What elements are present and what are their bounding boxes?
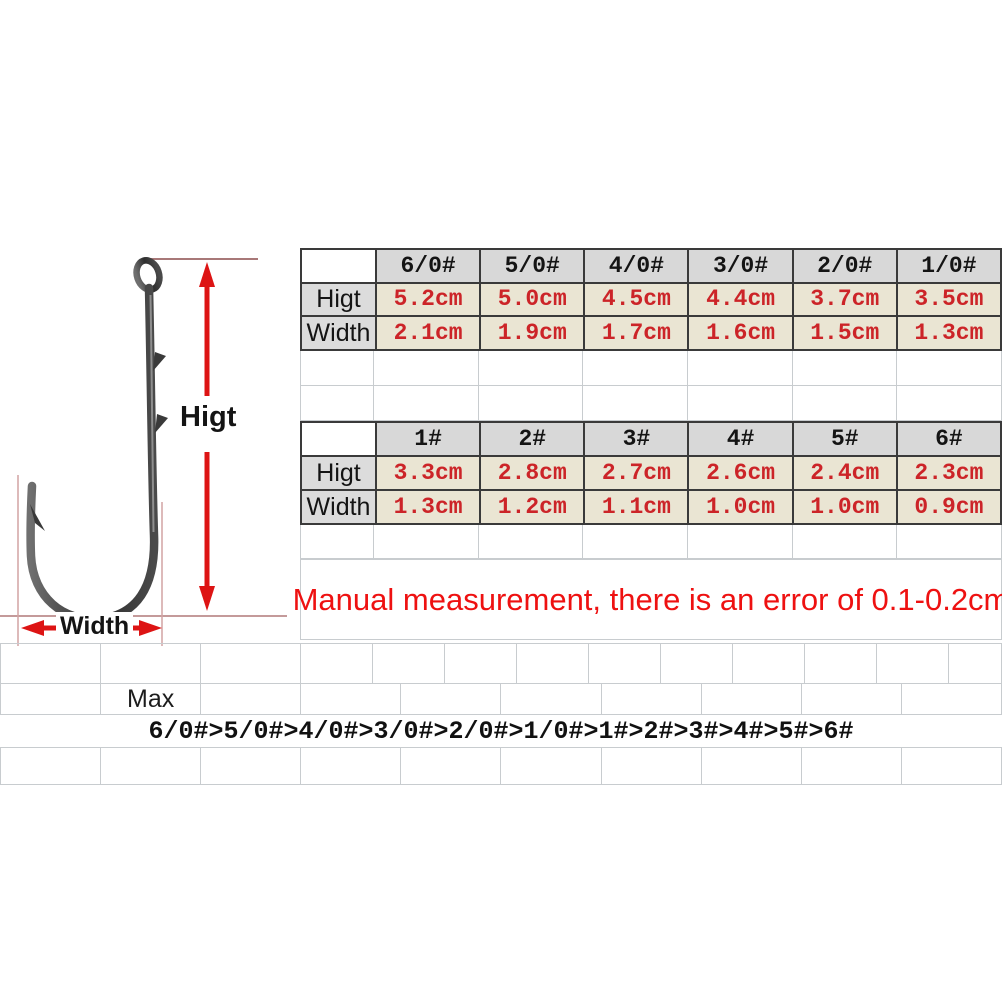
row-label-higt: Higt xyxy=(302,283,375,316)
width-value-cell: 1.3cm xyxy=(377,491,480,523)
size-column-header: 4# xyxy=(689,423,792,455)
shank-barb-1 xyxy=(153,352,166,371)
bottom-spreadsheet: Max 6/0#>5/0#>4/0#>3/0#>2/0#>1/0#>1#>2#>… xyxy=(0,643,1002,785)
size-column-header: 2# xyxy=(481,423,584,455)
higt-value-cell: 2.8cm xyxy=(481,457,584,489)
higt-value-cell: 2.4cm xyxy=(793,457,896,489)
hook-shank-highlight xyxy=(149,294,155,533)
size-column-header: 5/0# xyxy=(481,250,584,282)
size-column-header: 6/0# xyxy=(377,250,480,282)
spreadsheet-row xyxy=(0,644,1002,684)
size-table-large: 6/0# 5/0# 4/0# 3/0# 2/0# 1/0# Higt 5.2cm… xyxy=(300,248,1002,351)
higt-value-cell: 3.3cm xyxy=(377,457,480,489)
size-column-header: 1# xyxy=(377,423,480,455)
width-value-cell: 1.7cm xyxy=(585,317,688,349)
spreadsheet-row-max: Max xyxy=(0,684,1002,715)
size-column-header: 6# xyxy=(897,423,1000,455)
width-value-cell: 2.1cm xyxy=(377,317,480,349)
shank-barb-2 xyxy=(155,414,168,433)
higt-value-cell: 5.2cm xyxy=(377,283,480,316)
width-value-cell: 1.0cm xyxy=(793,491,896,523)
size-column-header: 1/0# xyxy=(897,250,1000,282)
width-value-cell: 0.9cm xyxy=(897,491,1000,523)
spreadsheet-grid-middle xyxy=(300,351,1002,421)
width-arrow-right-head xyxy=(139,620,162,636)
spreadsheet-row xyxy=(0,748,1002,785)
hook-point-barb xyxy=(30,504,45,531)
width-value-cell: 1.0cm xyxy=(689,491,792,523)
width-value-cell: 1.9cm xyxy=(481,317,584,349)
max-label-cell: Max xyxy=(101,684,202,714)
width-dimension-label: Width xyxy=(56,612,134,641)
size-column-header: 4/0# xyxy=(585,250,688,282)
higt-value-cell: 5.0cm xyxy=(481,283,584,316)
width-value-cell: 1.3cm xyxy=(897,317,1000,349)
width-value-cell: 1.1cm xyxy=(585,491,688,523)
size-column-header: 2/0# xyxy=(793,250,896,282)
higt-value-cell: 2.6cm xyxy=(689,457,792,489)
width-arrow-left-head xyxy=(21,620,44,636)
fishhook-illustration: Higt Width xyxy=(0,240,300,660)
size-order-row: 6/0#>5/0#>4/0#>3/0#>2/0#>1/0#>1#>2#>3#>4… xyxy=(0,715,1002,748)
fishhook-drawing xyxy=(0,257,287,646)
higt-value-cell: 2.7cm xyxy=(585,457,688,489)
height-arrow-down-head xyxy=(199,586,215,611)
hook-shank-bend xyxy=(26,283,159,624)
height-arrow-up-head xyxy=(199,262,215,287)
width-value-cell: 1.5cm xyxy=(793,317,896,349)
higt-value-cell: 3.7cm xyxy=(793,283,896,316)
row-label-width: Width xyxy=(302,317,375,349)
higt-value-cell: 4.5cm xyxy=(585,283,688,316)
size-order-text: 6/0#>5/0#>4/0#>3/0#>2/0#>1/0#>1#>2#>3#>4… xyxy=(148,716,854,746)
size-column-header: 3# xyxy=(585,423,688,455)
size-column-header: 3/0# xyxy=(689,250,792,282)
measurement-notice-text: Manual measurement, there is an error of… xyxy=(292,581,1002,617)
spreadsheet-grid-lower xyxy=(300,525,1002,559)
size-table-small: 1# 2# 3# 4# 5# 6# Higt 3.3cm 2.8cm 2.7cm… xyxy=(300,421,1002,525)
width-value-cell: 1.6cm xyxy=(689,317,792,349)
table-corner-cell xyxy=(302,423,375,455)
higt-value-cell: 2.3cm xyxy=(897,457,1000,489)
row-label-width: Width xyxy=(302,491,375,523)
measurement-notice: Manual measurement, there is an error of… xyxy=(293,559,1002,640)
higt-value-cell: 4.4cm xyxy=(689,283,792,316)
row-label-higt: Higt xyxy=(302,457,375,489)
size-column-header: 5# xyxy=(793,423,896,455)
table-corner-cell xyxy=(302,250,375,282)
higt-value-cell: 3.5cm xyxy=(897,283,1000,316)
height-dimension-label: Higt xyxy=(176,401,241,434)
width-value-cell: 1.2cm xyxy=(481,491,584,523)
